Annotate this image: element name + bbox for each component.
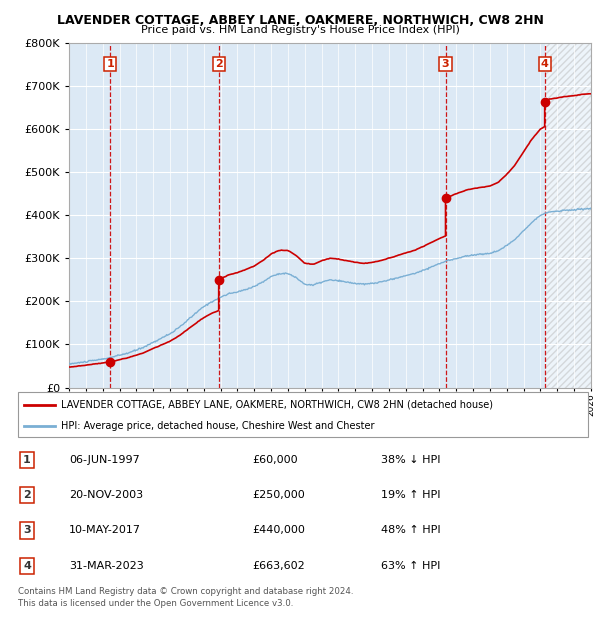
Text: HPI: Average price, detached house, Cheshire West and Chester: HPI: Average price, detached house, Ches… (61, 421, 374, 431)
Text: £663,602: £663,602 (252, 560, 305, 571)
Text: 4: 4 (541, 59, 548, 69)
Text: 1: 1 (106, 59, 114, 69)
Text: Contains HM Land Registry data © Crown copyright and database right 2024.: Contains HM Land Registry data © Crown c… (18, 587, 353, 596)
Text: 38% ↓ HPI: 38% ↓ HPI (381, 454, 440, 465)
Text: This data is licensed under the Open Government Licence v3.0.: This data is licensed under the Open Gov… (18, 599, 293, 608)
Text: 3: 3 (442, 59, 449, 69)
Text: Price paid vs. HM Land Registry's House Price Index (HPI): Price paid vs. HM Land Registry's House … (140, 25, 460, 35)
Bar (545, 43, 591, 388)
Text: LAVENDER COTTAGE, ABBEY LANE, OAKMERE, NORTHWICH, CW8 2HN (detached house): LAVENDER COTTAGE, ABBEY LANE, OAKMERE, N… (61, 400, 493, 410)
Text: LAVENDER COTTAGE, ABBEY LANE, OAKMERE, NORTHWICH, CW8 2HN: LAVENDER COTTAGE, ABBEY LANE, OAKMERE, N… (56, 14, 544, 27)
Text: 31-MAR-2023: 31-MAR-2023 (69, 560, 144, 571)
Text: 06-JUN-1997: 06-JUN-1997 (69, 454, 140, 465)
Text: £60,000: £60,000 (252, 454, 298, 465)
Text: 10-MAY-2017: 10-MAY-2017 (69, 525, 141, 536)
Text: 1: 1 (23, 454, 31, 465)
Text: 2: 2 (215, 59, 223, 69)
Text: 2: 2 (23, 490, 31, 500)
Text: 63% ↑ HPI: 63% ↑ HPI (381, 560, 440, 571)
Text: £250,000: £250,000 (252, 490, 305, 500)
Text: 48% ↑ HPI: 48% ↑ HPI (381, 525, 440, 536)
Text: 4: 4 (23, 560, 31, 571)
Text: 19% ↑ HPI: 19% ↑ HPI (381, 490, 440, 500)
Text: 20-NOV-2003: 20-NOV-2003 (69, 490, 143, 500)
Text: 3: 3 (23, 525, 31, 536)
Text: £440,000: £440,000 (252, 525, 305, 536)
